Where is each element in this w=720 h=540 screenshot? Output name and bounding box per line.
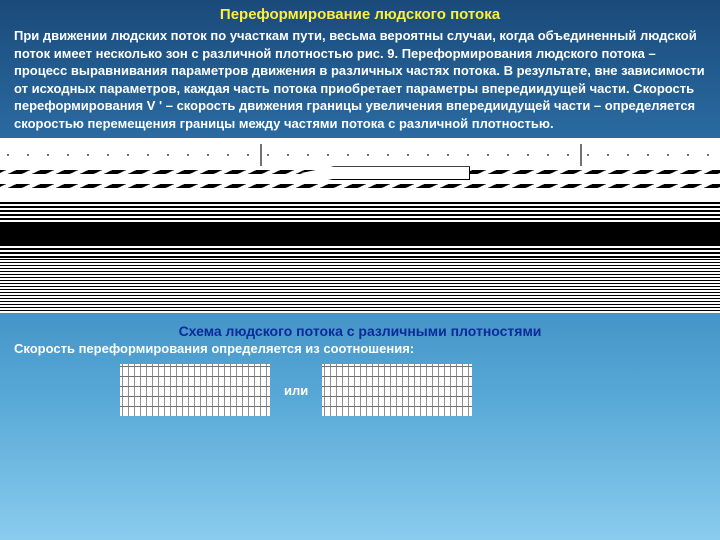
diagram-wedge	[300, 166, 470, 180]
rate-sentence: Скорость переформирования определяется и…	[0, 339, 720, 360]
hatch-strip	[0, 200, 720, 224]
solid-strip	[0, 224, 720, 246]
formula-row: или	[0, 364, 720, 416]
formula-box	[322, 364, 472, 416]
arrow-hint-row	[0, 144, 720, 166]
page-title: Переформирование людского потока	[0, 0, 720, 23]
or-label: или	[284, 383, 308, 398]
intro-paragraph: При движении людских поток по участкам п…	[0, 23, 720, 138]
flow-diagram	[0, 138, 720, 313]
diagram-guide-line	[0, 184, 720, 188]
formula-box	[120, 364, 270, 416]
diagram-caption: Схема людского потока с различными плотн…	[0, 323, 720, 339]
diagram-bottom-sheet	[0, 258, 720, 313]
